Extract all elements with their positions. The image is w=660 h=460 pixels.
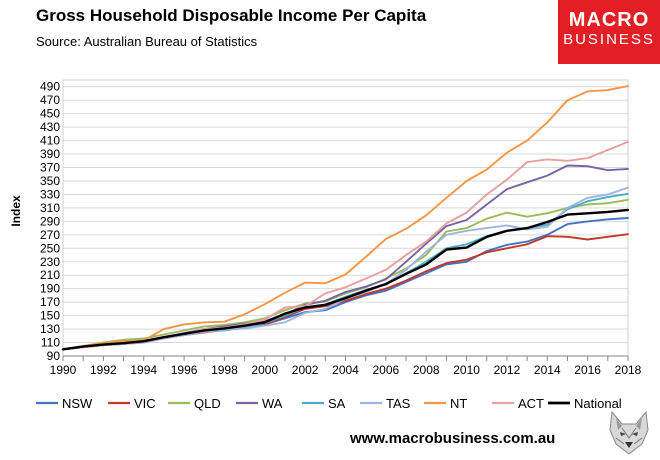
x-tick-label-2012: 2012 — [494, 363, 521, 377]
y-tick-label-130: 130 — [40, 322, 60, 336]
series-line-qld — [62, 198, 629, 351]
plot-area-border — [62, 79, 629, 357]
legend-item-vic: VIC — [108, 396, 156, 411]
series-line-act — [62, 140, 629, 351]
chart-title: Gross Household Disposable Income Per Ca… — [36, 6, 427, 25]
y-tick-label-310: 310 — [40, 201, 60, 215]
x-tick-label-2006: 2006 — [373, 363, 400, 377]
x-tick-label-2000: 2000 — [251, 363, 278, 377]
legend-label-national: National — [574, 396, 622, 411]
legend-label-act: ACT — [518, 396, 544, 411]
x-tick-labels: 1990 1992 1994 1996 1998 2000 2002 2004 2006 2008… — [50, 363, 642, 377]
x-tick-label-1998: 1998 — [211, 363, 238, 377]
legend-label-sa: SA — [328, 396, 346, 411]
x-tick-label-2018: 2018 — [615, 363, 642, 377]
y-tick-label-170: 170 — [40, 295, 60, 309]
legend-label-qld: QLD — [194, 396, 221, 411]
legend-label-wa: WA — [262, 396, 283, 411]
macrobusiness-logo: MACRO BUSINESS — [558, 0, 660, 64]
legend-item-wa: WA — [236, 396, 283, 411]
legend-item-national: National — [548, 396, 622, 411]
legend-label-tas: TAS — [386, 396, 411, 411]
legend-label-nt: NT — [450, 396, 467, 411]
x-tick-label-2002: 2002 — [292, 363, 319, 377]
x-tick-label-1994: 1994 — [130, 363, 157, 377]
series-line-sa — [62, 192, 629, 351]
wolf-icon — [609, 410, 649, 455]
y-tick-label-330: 330 — [40, 187, 60, 201]
x-tick-label-2010: 2010 — [453, 363, 480, 377]
y-tick-label-270: 270 — [40, 228, 60, 242]
y-tick-labels: 9011013015017019021023025027029031033035… — [40, 80, 60, 363]
logo-line-2: BUSINESS — [563, 31, 655, 48]
series-line-national — [61, 208, 630, 351]
legend-item-tas: TAS — [360, 396, 411, 411]
x-tick-label-2016: 2016 — [574, 363, 601, 377]
y-tick-label-230: 230 — [40, 255, 60, 269]
axes — [62, 79, 629, 361]
logo-line-1: MACRO — [568, 9, 650, 31]
series-line-tas — [62, 186, 629, 351]
y-tick-label-450: 450 — [40, 107, 60, 121]
y-axis-label: Index — [9, 195, 23, 227]
legend-item-sa: SA — [302, 396, 346, 411]
y-tick-label-290: 290 — [40, 214, 60, 228]
legend-item-qld: QLD — [168, 396, 221, 411]
x-tick-label-1996: 1996 — [171, 363, 198, 377]
legend-label-nsw: NSW — [62, 396, 93, 411]
y-tick-label-250: 250 — [40, 241, 60, 255]
grid-lines — [63, 86, 628, 357]
legend-item-nsw: NSW — [36, 396, 93, 411]
legend: NSW VIC QLD WA SA TAS NT ACT National — [36, 396, 622, 411]
y-tick-label-430: 430 — [40, 120, 60, 134]
legend-item-nt: NT — [424, 396, 467, 411]
y-tick-label-190: 190 — [40, 282, 60, 296]
legend-label-vic: VIC — [134, 396, 156, 411]
y-tick-label-210: 210 — [40, 268, 60, 282]
legend-item-act: ACT — [492, 396, 544, 411]
y-tick-label-470: 470 — [40, 93, 60, 107]
series-lines — [61, 85, 630, 351]
y-tick-label-150: 150 — [40, 309, 60, 323]
y-tick-label-410: 410 — [40, 134, 60, 148]
x-tick-label-2014: 2014 — [534, 363, 561, 377]
y-tick-label-490: 490 — [40, 80, 60, 94]
y-tick-label-350: 350 — [40, 174, 60, 188]
x-tick-label-2004: 2004 — [332, 363, 359, 377]
x-tick-label-1992: 1992 — [90, 363, 117, 377]
series-line-wa — [62, 164, 629, 351]
x-tick-label-2008: 2008 — [413, 363, 440, 377]
x-tick-label-1990: 1990 — [50, 363, 77, 377]
series-line-nt — [62, 85, 629, 351]
y-tick-label-110: 110 — [41, 336, 60, 350]
chart-subtitle: Source: Australian Bureau of Statistics — [36, 34, 258, 49]
y-tick-label-370: 370 — [40, 161, 60, 175]
y-tick-label-90: 90 — [47, 349, 61, 363]
website-url: www.macrobusiness.com.au — [350, 430, 556, 447]
y-tick-label-390: 390 — [40, 147, 60, 161]
